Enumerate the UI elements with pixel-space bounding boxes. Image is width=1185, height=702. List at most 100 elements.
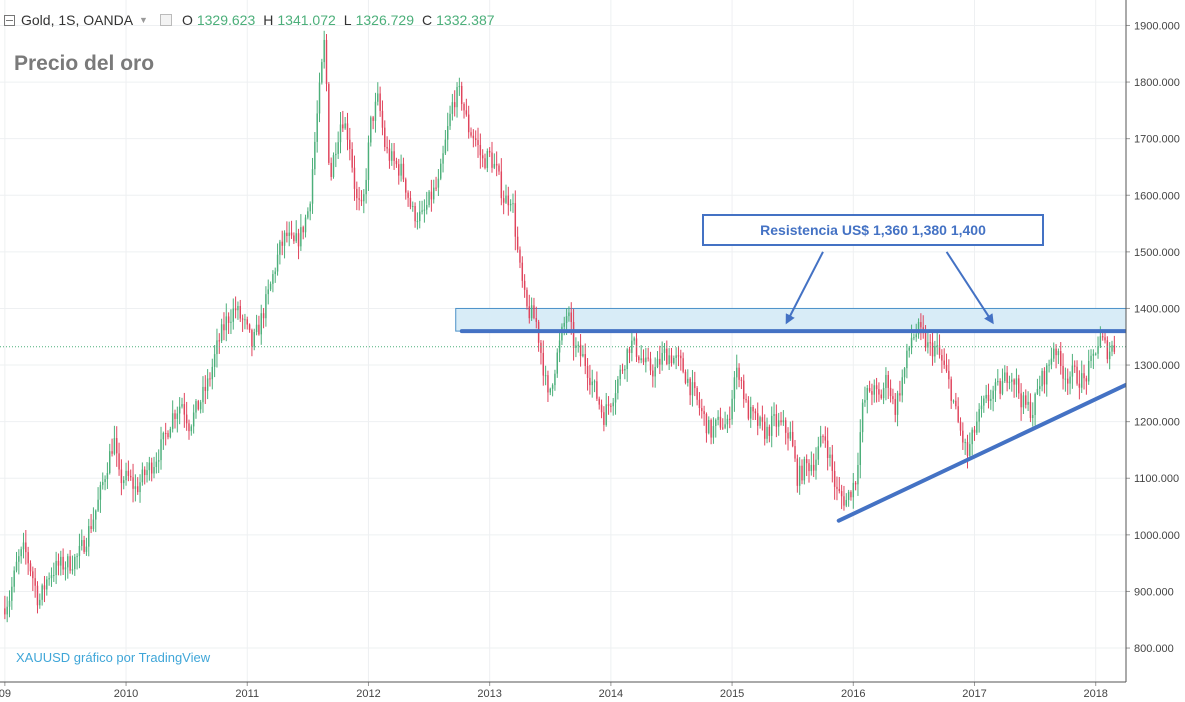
- candle-body: [1043, 370, 1046, 385]
- candle-body: [791, 431, 794, 447]
- candle-body: [477, 140, 479, 146]
- candle-body: [1018, 378, 1020, 394]
- candle-body: [1034, 393, 1036, 416]
- candle-body: [146, 470, 148, 476]
- candle-body: [1057, 351, 1060, 356]
- candle-body: [647, 357, 649, 359]
- candle-body: [211, 366, 214, 380]
- candle-body: [621, 369, 624, 371]
- candle-body: [451, 102, 454, 114]
- candle-body: [882, 388, 885, 399]
- symbol-label[interactable]: Gold, 1S, OANDA: [21, 12, 134, 28]
- candle-body: [206, 378, 209, 391]
- candle-body: [197, 401, 200, 410]
- candle-body: [55, 560, 57, 576]
- candle-body: [41, 585, 43, 600]
- candle-body: [116, 438, 118, 454]
- candle-body: [99, 485, 102, 500]
- candle-body: [766, 426, 768, 439]
- candle-body: [453, 102, 456, 108]
- candle-body: [29, 563, 32, 572]
- candle-body: [516, 236, 519, 250]
- candle-body: [712, 426, 715, 438]
- candle-body: [171, 413, 174, 429]
- candle-body: [962, 430, 964, 443]
- chevron-down-icon[interactable]: ▼: [139, 15, 148, 25]
- candle-body: [335, 153, 337, 156]
- candle-body: [8, 600, 11, 607]
- candle-body: [656, 358, 659, 367]
- candle-body: [591, 381, 593, 386]
- candle-body: [164, 433, 167, 435]
- candle-body: [724, 424, 726, 428]
- candle-body: [978, 409, 980, 422]
- ohlc-low-key: L: [343, 12, 352, 28]
- candle-body: [155, 461, 158, 467]
- candle-body: [971, 429, 973, 445]
- candle-body: [409, 197, 412, 207]
- candle-body: [157, 460, 160, 462]
- candle-body: [493, 163, 496, 168]
- candle-body: [48, 578, 50, 580]
- candle-body: [472, 135, 475, 139]
- candle-body: [344, 123, 346, 129]
- support-trendline: [836, 382, 1128, 523]
- candle-body: [535, 318, 538, 322]
- candle-body: [295, 233, 297, 242]
- candle-body: [1069, 376, 1071, 384]
- candle-body: [838, 488, 841, 492]
- candle-body: [966, 442, 969, 456]
- candle-body: [36, 585, 39, 606]
- candle-body: [269, 283, 272, 290]
- candle-body: [502, 198, 505, 203]
- candle-body: [859, 432, 862, 466]
- candle-body: [731, 398, 733, 420]
- candle-body: [801, 465, 803, 481]
- candle-body: [1094, 353, 1097, 355]
- candle-body: [1013, 379, 1015, 385]
- candle-body: [519, 249, 521, 263]
- candle-body: [549, 388, 551, 393]
- candle-body: [687, 378, 689, 383]
- candle-body: [358, 198, 360, 200]
- candle-body: [929, 342, 931, 344]
- candle-body: [69, 556, 71, 571]
- candle-body: [239, 305, 241, 319]
- candle-body: [43, 585, 46, 590]
- candle-body: [719, 416, 722, 428]
- candle-body: [1076, 366, 1078, 384]
- time-tick-label: 2017: [962, 688, 986, 700]
- candle-body: [843, 496, 845, 506]
- candle-body: [568, 312, 570, 317]
- candle-body: [190, 426, 193, 432]
- candle-body: [297, 233, 300, 247]
- candle-body: [174, 413, 176, 419]
- collapse-icon[interactable]: [4, 14, 15, 26]
- candle-body: [379, 93, 381, 111]
- candle-body: [980, 405, 983, 410]
- candle-body: [106, 473, 109, 480]
- candle-body: [845, 499, 848, 506]
- candle-body: [913, 337, 915, 339]
- visibility-icon[interactable]: [159, 14, 172, 26]
- price-scale[interactable]: [1126, 0, 1185, 702]
- candle-body: [426, 205, 428, 210]
- candle-body: [682, 358, 684, 372]
- candle-body: [88, 526, 90, 547]
- candle-body: [861, 402, 864, 433]
- watermark[interactable]: XAUUSD gráfico por TradingView: [16, 650, 211, 665]
- candle-body: [756, 413, 759, 426]
- candle-body: [46, 579, 48, 590]
- candle-body: [85, 546, 88, 552]
- candle-body: [34, 578, 36, 586]
- candle-body: [598, 398, 600, 405]
- candle-body: [1080, 373, 1083, 388]
- candle-body: [351, 149, 353, 168]
- candle-body: [1071, 365, 1074, 377]
- candle-body: [449, 113, 451, 127]
- candle-body: [747, 400, 750, 419]
- candle-body: [398, 164, 400, 176]
- candle-body: [202, 386, 204, 403]
- candle-body: [565, 316, 568, 323]
